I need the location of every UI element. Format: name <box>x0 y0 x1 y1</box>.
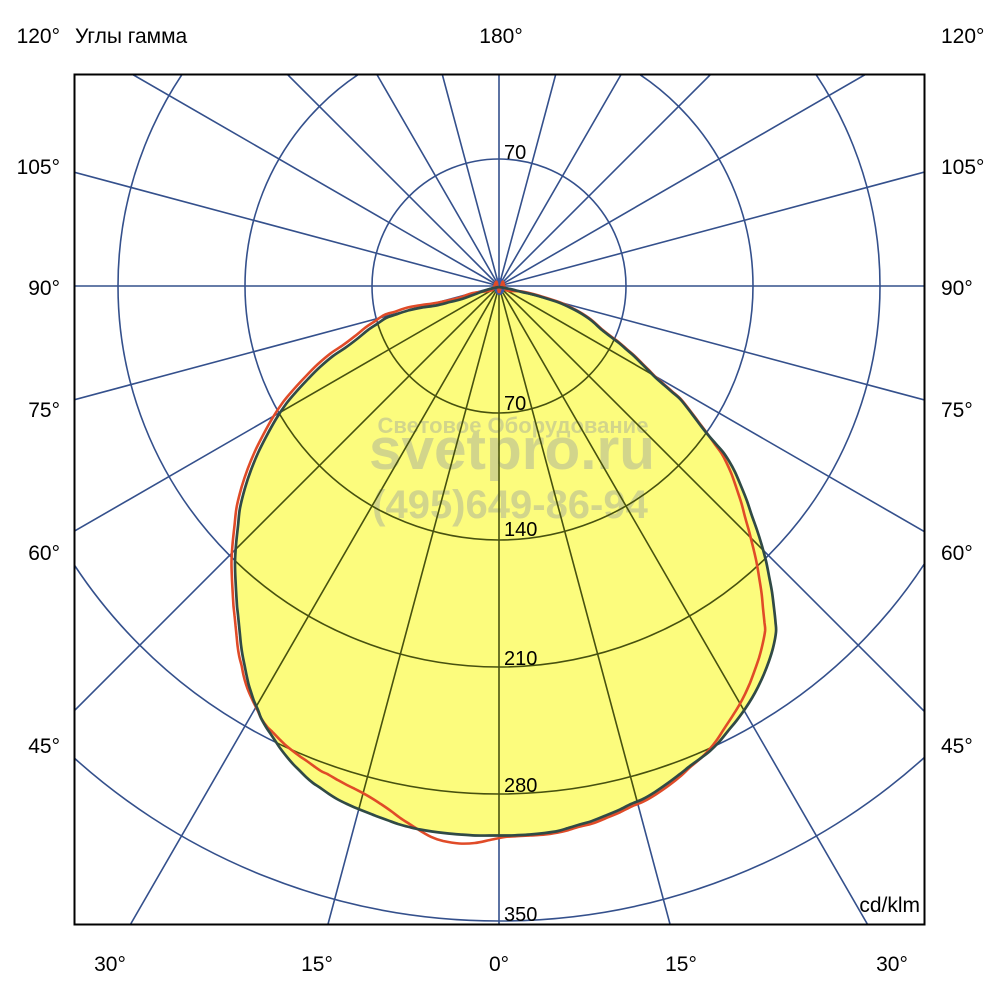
svg-text:30°: 30° <box>94 953 126 976</box>
svg-text:140: 140 <box>504 519 537 541</box>
svg-text:75°: 75° <box>941 399 973 422</box>
svg-text:30°: 30° <box>876 953 908 976</box>
svg-text:15°: 15° <box>665 953 697 976</box>
svg-text:210: 210 <box>504 648 537 670</box>
svg-text:(495)649-86-94: (495)649-86-94 <box>372 483 648 527</box>
svg-text:75°: 75° <box>28 399 60 422</box>
svg-text:120°: 120° <box>17 25 60 48</box>
svg-text:45°: 45° <box>941 735 973 758</box>
svg-text:105°: 105° <box>17 156 60 179</box>
svg-text:90°: 90° <box>28 277 60 300</box>
svg-text:70: 70 <box>504 142 526 164</box>
svg-text:45°: 45° <box>28 735 60 758</box>
svg-text:15°: 15° <box>301 953 333 976</box>
svg-text:0°: 0° <box>489 953 509 976</box>
svg-text:60°: 60° <box>28 542 60 565</box>
svg-text:180°: 180° <box>479 25 522 48</box>
svg-text:60°: 60° <box>941 542 973 565</box>
svg-text:105°: 105° <box>941 156 984 179</box>
svg-text:350: 350 <box>504 904 537 926</box>
svg-text:svetpro.ru: svetpro.ru <box>369 417 655 482</box>
svg-text:120°: 120° <box>941 25 984 48</box>
svg-text:cd/klm: cd/klm <box>859 894 920 917</box>
svg-text:90°: 90° <box>941 277 973 300</box>
svg-text:Углы гамма: Углы гамма <box>75 25 188 48</box>
svg-text:280: 280 <box>504 775 537 797</box>
svg-text:70: 70 <box>504 393 526 415</box>
